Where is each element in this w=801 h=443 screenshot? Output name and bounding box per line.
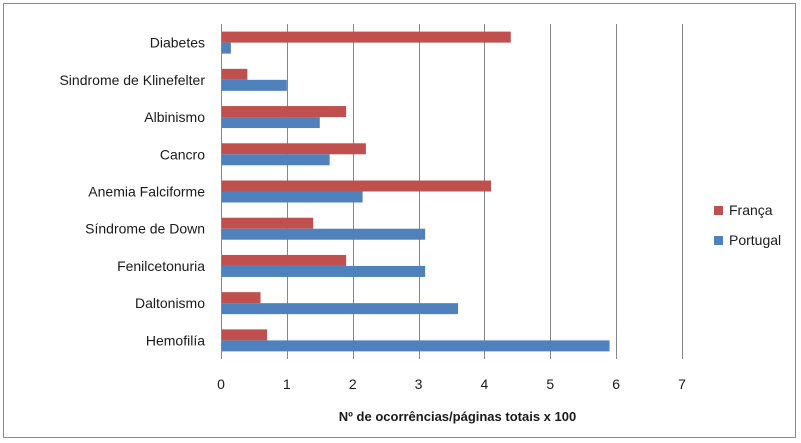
legend: França Portugal <box>714 202 781 248</box>
bar-portugal <box>221 228 426 240</box>
legend-swatch-franca <box>714 206 723 215</box>
x-axis-title: Nº de ocorrências/páginas totais x 100 <box>339 409 576 424</box>
x-tick-label: 4 <box>481 376 489 392</box>
legend-label-franca: França <box>729 202 773 218</box>
x-tick-label: 0 <box>217 376 225 392</box>
x-tick-label: 6 <box>612 376 620 392</box>
bar-franca <box>221 143 366 155</box>
x-tick-labels: 0 1 2 3 4 5 6 7 <box>217 376 686 392</box>
bar-franca <box>221 180 492 192</box>
bar-franca <box>221 217 314 229</box>
bar-franca <box>221 31 511 43</box>
x-tick-label: 1 <box>283 376 291 392</box>
bar-franca <box>221 106 347 118</box>
bar-portugal <box>221 340 610 352</box>
bar-franca <box>221 68 248 80</box>
category-label: Albinismo <box>144 109 205 125</box>
legend-label-portugal: Portugal <box>729 232 781 248</box>
category-label: Anemia Falciforme <box>88 184 205 200</box>
bar-portugal <box>221 154 330 166</box>
bars-group <box>221 31 610 352</box>
bar-portugal <box>221 303 459 315</box>
bar-portugal <box>221 191 363 203</box>
bar-portugal <box>221 265 426 277</box>
chart-frame <box>3 3 796 438</box>
legend-swatch-portugal <box>714 236 723 245</box>
x-tick-label: 5 <box>546 376 554 392</box>
category-label: Sindrome de Klinefelter <box>59 72 205 88</box>
bar-franca <box>221 292 261 304</box>
x-tick-label: 3 <box>415 376 423 392</box>
x-tick-label: 2 <box>349 376 357 392</box>
category-label: Diabetes <box>150 35 205 51</box>
bar-portugal <box>221 117 320 129</box>
category-label: Síndrome de Down <box>85 221 205 237</box>
x-tick-label: 7 <box>678 376 686 392</box>
category-label: Daltonismo <box>135 295 205 311</box>
category-label: Cancro <box>160 146 205 162</box>
bar-franca <box>221 329 268 341</box>
category-label: Hemofilía <box>146 332 205 348</box>
category-label: Fenilcetonuria <box>117 258 205 274</box>
category-labels: Diabetes Sindrome de Klinefelter Albinismo… <box>59 35 205 349</box>
bar-franca <box>221 254 347 266</box>
bar-portugal <box>221 42 231 54</box>
bar-portugal <box>221 79 287 91</box>
